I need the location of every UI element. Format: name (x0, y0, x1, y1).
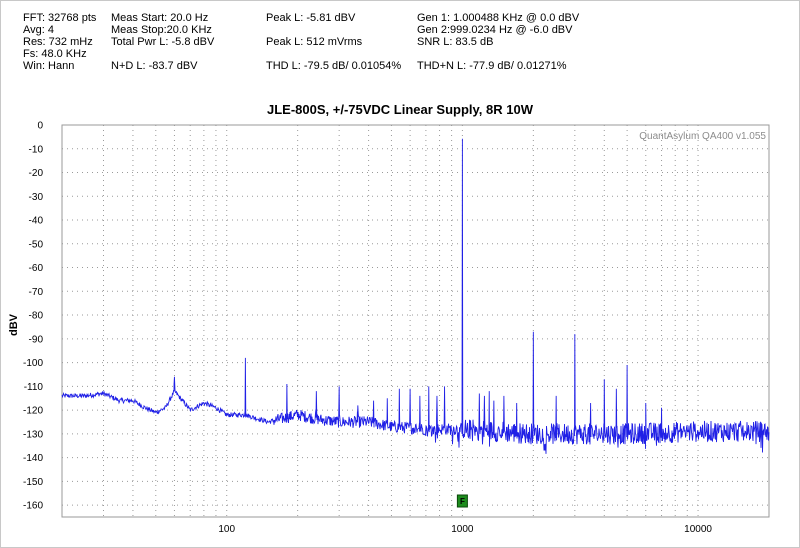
y-tick-label: -110 (24, 382, 44, 393)
y-tick-label: -120 (23, 406, 43, 417)
y-tick-label: -100 (23, 358, 43, 369)
fundamental-marker-label: F (460, 497, 465, 506)
sample-rate-readout: Fs: 48.0 KHz (23, 48, 87, 60)
y-tick-label: 0 (37, 121, 43, 132)
peak-vrms-readout: Peak L: 512 mVrms (266, 36, 363, 48)
x-tick-label: 1000 (451, 524, 474, 535)
plot-area (61, 124, 770, 518)
averages-readout: Avg: 4 (23, 24, 54, 36)
y-tick-label: -60 (29, 263, 44, 274)
y-tick-label: -10 (29, 144, 44, 155)
y-tick-label: -70 (29, 287, 44, 298)
fft-size-readout: FFT: 32768 pts (23, 12, 97, 24)
watermark-label: QuantAsylum QA400 v1.055 (639, 131, 766, 142)
fundamental-marker[interactable]: F (456, 494, 468, 508)
noise-distortion-readout: N+D L: -83.7 dBV (111, 60, 198, 72)
thd-readout: THD L: -79.5 dB/ 0.01054% (266, 60, 402, 72)
y-tick-label: -40 (29, 216, 44, 227)
y-tick-label: -20 (29, 168, 44, 179)
fundamental-marker-box (456, 494, 468, 508)
meas-stop-readout: Meas Stop:20.0 KHz (111, 24, 212, 36)
x-tick-label: 10000 (684, 524, 712, 535)
peak-dbv-readout: Peak L: -5.81 dBV (266, 12, 356, 24)
y-axis-label: dBV (8, 313, 20, 336)
y-tick-label: -50 (29, 239, 44, 250)
meas-start-readout: Meas Start: 20.0 Hz (111, 12, 209, 24)
snr-readout: SNR L: 83.5 dB (417, 36, 494, 48)
y-tick-label: -130 (23, 429, 43, 440)
spectrum-trace-left (61, 138, 770, 454)
total-power-readout: Total Pwr L: -5.8 dBV (111, 36, 215, 48)
tick-layer: 0 -10 -20 -30 -40 -50 -60 -70 -80 -90 -100 -110 -120… (23, 121, 712, 536)
resolution-readout: Res: 732 mHz (23, 36, 93, 48)
y-tick-label: -160 (23, 501, 43, 512)
y-tick-label: -90 (29, 334, 44, 345)
y-tick-label: -30 (29, 192, 44, 203)
y-tick-label: -80 (29, 311, 44, 322)
generator2-readout: Gen 2:999.0234 Hz @ -6.0 dBV (417, 24, 573, 36)
y-tick-label: -150 (23, 477, 43, 488)
y-tick-label: -140 (23, 453, 43, 464)
chart-title: JLE-800S, +/-75VDC Linear Supply, 8R 10W (267, 102, 533, 117)
trace-layer (61, 138, 770, 454)
window-readout: Win: Hann (23, 60, 75, 72)
generator1-readout: Gen 1: 1.000488 KHz @ 0.0 dBV (417, 12, 580, 24)
thd-n-readout: THD+N L: -77.9 dB/ 0.01271% (417, 60, 567, 72)
x-tick-label: 100 (218, 524, 235, 535)
